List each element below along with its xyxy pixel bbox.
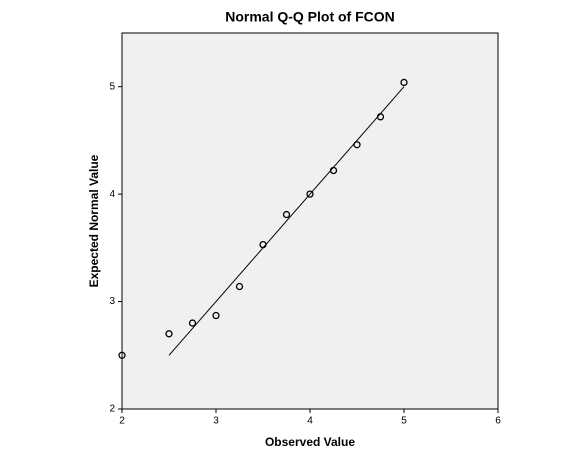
x-axis-label: Observed Value	[265, 435, 355, 449]
point	[235, 282, 244, 291]
point	[188, 319, 197, 327]
point	[282, 210, 291, 219]
plot-area	[121, 32, 499, 410]
y-tick-label: 3	[109, 296, 115, 307]
point	[400, 78, 408, 87]
reference-line	[168, 86, 405, 356]
point	[329, 166, 338, 175]
point	[118, 351, 126, 359]
y-tick-label: 2	[109, 404, 115, 415]
y-tick-label: 5	[109, 81, 115, 92]
chart-title: Normal Q-Q Plot of FCON	[225, 9, 395, 25]
x-tick-label: 6	[495, 416, 501, 427]
point	[165, 330, 173, 338]
point	[259, 240, 267, 249]
point	[376, 113, 385, 121]
x-tick-label: 2	[119, 416, 125, 427]
y-axis-label: Expected Normal Value	[87, 154, 101, 287]
point	[306, 190, 314, 198]
x-tick-label: 5	[401, 416, 407, 427]
point	[353, 141, 361, 149]
x-tick-label: 3	[213, 416, 219, 427]
x-tick-label: 4	[307, 416, 313, 427]
y-tick-label: 4	[109, 189, 115, 200]
point	[212, 311, 220, 320]
